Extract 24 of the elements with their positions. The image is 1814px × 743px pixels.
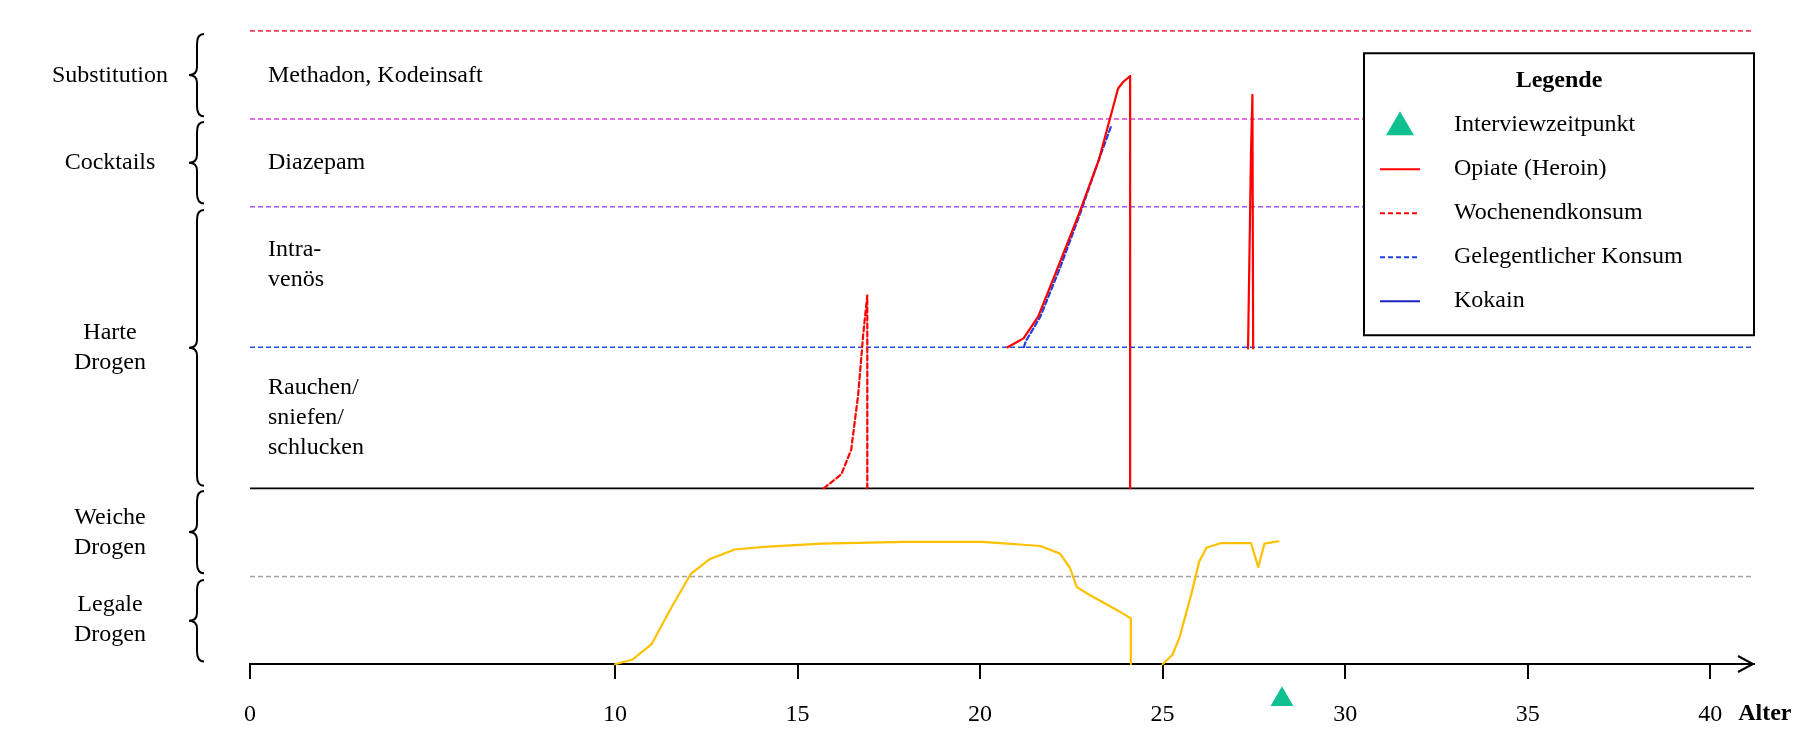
x-tick-label: 40	[1698, 699, 1723, 726]
legend-label: Kokain	[1454, 286, 1525, 313]
text: Weiche Drogen	[74, 502, 146, 559]
x-tick-label: 35	[1515, 699, 1540, 726]
x-tick-label: 15	[785, 699, 810, 726]
text: Legale Drogen	[74, 590, 146, 647]
x-axis-title: Alter	[1738, 699, 1792, 726]
annotation: Diazepam	[268, 148, 366, 175]
x-tick-label: 25	[1150, 699, 1175, 726]
legend-label: Wochenendkonsum	[1454, 198, 1644, 225]
x-tick-label: 0	[244, 699, 256, 726]
text: Harte Drogen	[74, 318, 146, 375]
x-tick-label: 30	[1333, 699, 1358, 726]
legend-label: Interviewzeitpunkt	[1454, 110, 1636, 137]
x-tick-label: 10	[603, 699, 628, 726]
legend-label: Opiate (Heroin)	[1454, 154, 1607, 181]
x-tick-label: 20	[968, 699, 993, 726]
legend-title: Legende	[1515, 66, 1603, 93]
annotation: Rauchen/ sniefen/ schlucken	[268, 372, 364, 459]
annotation: Intra- venös	[268, 234, 324, 291]
annotation: Methadon, Kodeinsaft	[268, 61, 483, 88]
legend-label: Gelegentlicher Konsum	[1454, 242, 1683, 269]
text: Cocktails	[64, 148, 156, 175]
text: Substitution	[51, 61, 169, 88]
